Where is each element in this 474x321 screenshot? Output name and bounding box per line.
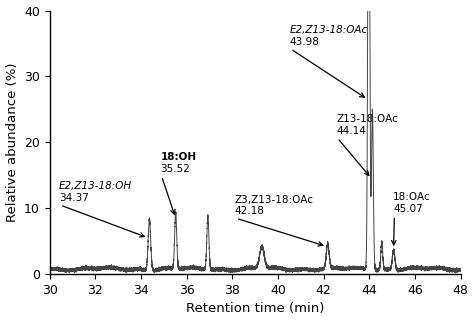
Text: 42.18: 42.18 [235, 206, 264, 216]
Text: Z3,Z13-18:OAc: Z3,Z13-18:OAc [235, 195, 314, 205]
Text: E2,Z13-18:OAc: E2,Z13-18:OAc [289, 25, 368, 35]
Text: 45.07: 45.07 [393, 204, 423, 213]
Text: 35.52: 35.52 [160, 164, 190, 174]
Text: 18:OH: 18:OH [160, 152, 197, 162]
Text: 18:OAc: 18:OAc [393, 192, 431, 202]
Y-axis label: Relative abundance (%): Relative abundance (%) [6, 63, 18, 222]
Text: 43.98: 43.98 [289, 37, 319, 47]
Text: E2,Z13-18:OH: E2,Z13-18:OH [59, 181, 132, 191]
Text: Z13-18:OAc: Z13-18:OAc [336, 114, 398, 124]
Text: 34.37: 34.37 [59, 193, 89, 203]
Text: 44.14: 44.14 [336, 126, 366, 136]
X-axis label: Retention time (min): Retention time (min) [186, 302, 324, 316]
